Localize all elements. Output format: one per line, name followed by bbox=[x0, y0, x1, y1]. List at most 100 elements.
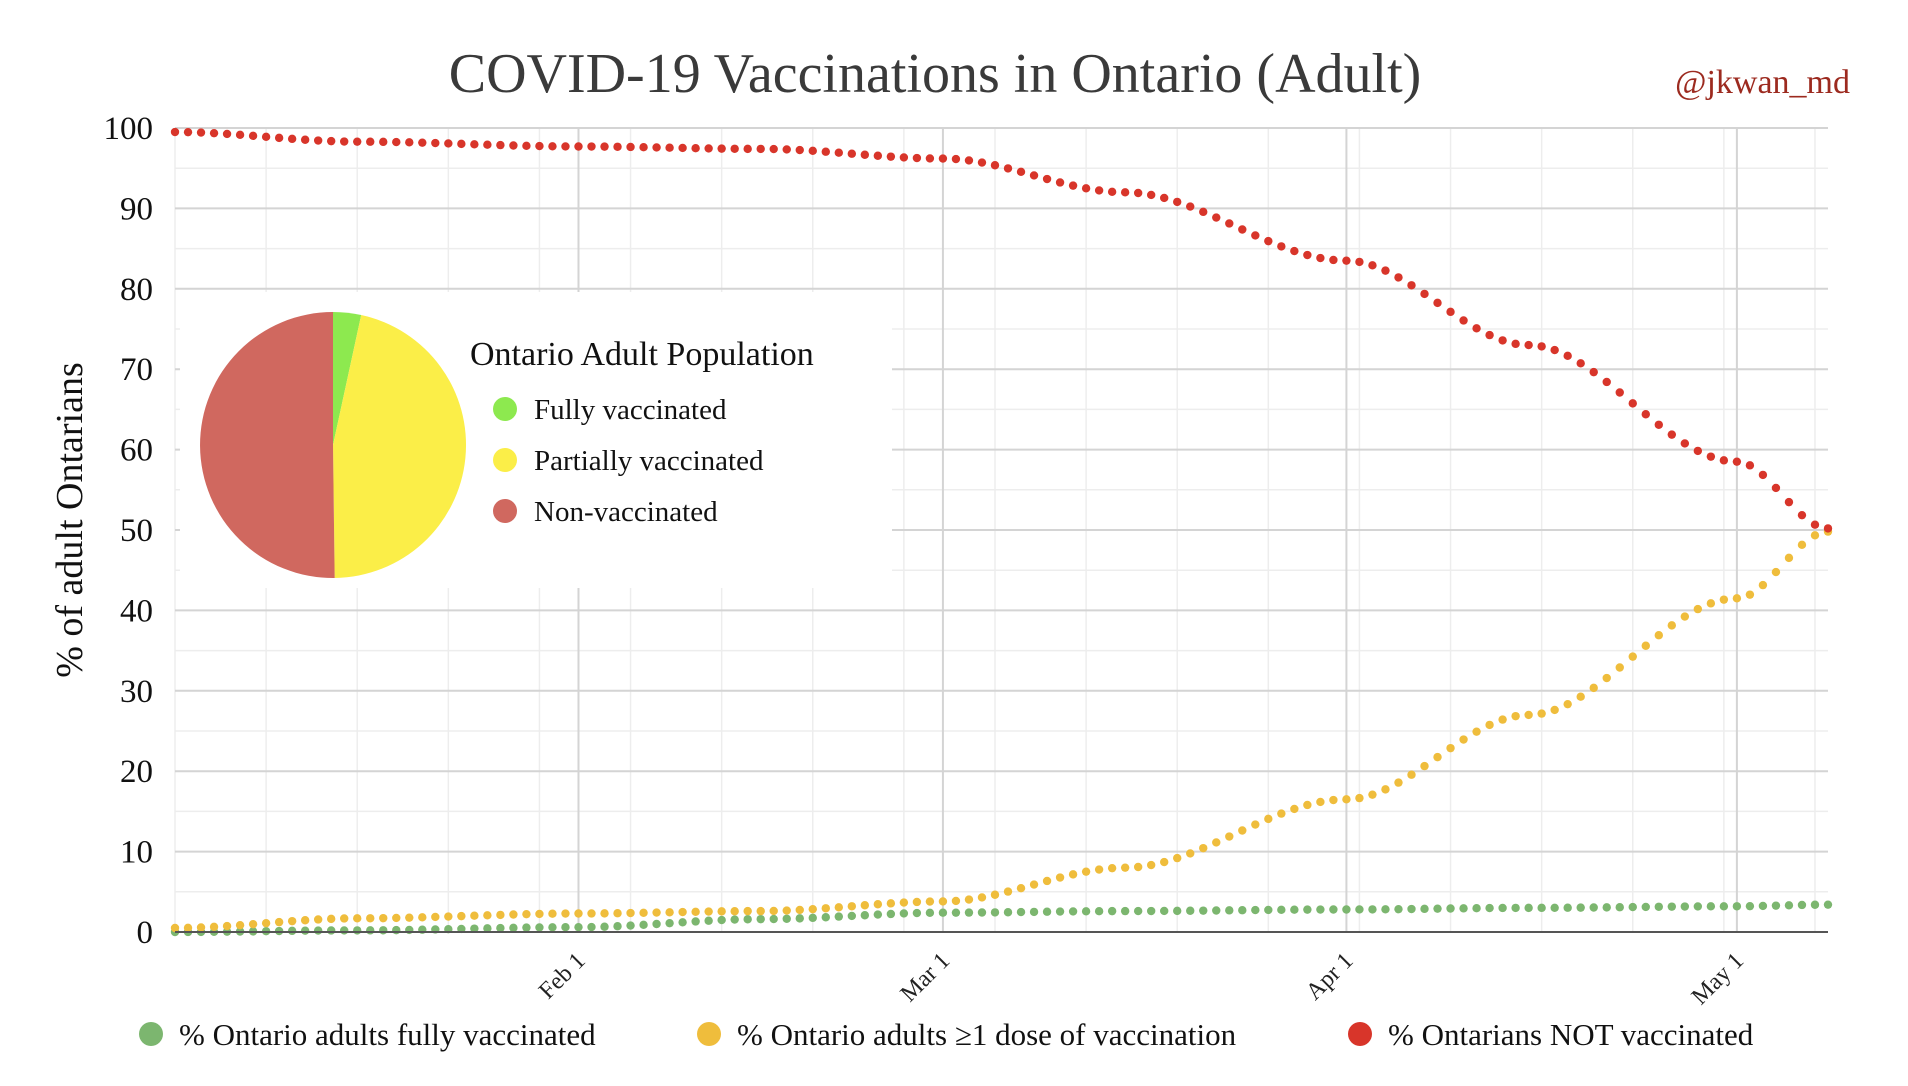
series-point bbox=[626, 142, 635, 152]
series-point bbox=[639, 143, 648, 152]
series-point bbox=[1758, 901, 1768, 911]
series-0 bbox=[170, 900, 1833, 937]
series-point bbox=[235, 130, 245, 140]
series-point bbox=[912, 897, 922, 907]
chart-title: COVID-19 Vaccinations in Ontario (Adult) bbox=[449, 43, 1422, 105]
series-point bbox=[196, 923, 206, 932]
series-point bbox=[704, 144, 713, 153]
series-point bbox=[990, 161, 1000, 170]
series-point bbox=[691, 144, 700, 153]
series-point bbox=[1797, 540, 1807, 550]
series-point bbox=[1186, 202, 1195, 211]
series-point bbox=[1771, 567, 1781, 577]
series-point bbox=[1550, 705, 1559, 715]
series-point bbox=[379, 913, 388, 923]
series-point bbox=[860, 150, 870, 159]
series-point bbox=[248, 131, 258, 141]
series-point bbox=[1277, 905, 1286, 915]
series-point bbox=[535, 141, 544, 151]
series-point bbox=[691, 907, 700, 916]
legend-swatch bbox=[1348, 1022, 1372, 1046]
series-point bbox=[1615, 663, 1624, 672]
series-point bbox=[1732, 594, 1742, 603]
series-point bbox=[1550, 345, 1559, 355]
series-point bbox=[1381, 785, 1390, 794]
series-point bbox=[366, 914, 375, 923]
series-point bbox=[1641, 902, 1650, 912]
series-point bbox=[717, 907, 726, 916]
series-point bbox=[1186, 849, 1195, 858]
series-point bbox=[1081, 867, 1091, 876]
series-point bbox=[613, 922, 622, 931]
series-point bbox=[1576, 903, 1585, 912]
series-point bbox=[392, 925, 401, 935]
series-point bbox=[1433, 298, 1442, 308]
series-point bbox=[300, 135, 310, 144]
y-tick-label: 10 bbox=[120, 835, 153, 871]
series-point bbox=[1433, 752, 1442, 762]
series-point bbox=[1758, 470, 1768, 480]
series-point bbox=[808, 146, 817, 156]
series-point bbox=[1602, 673, 1611, 683]
series-point bbox=[1133, 862, 1143, 872]
series-point bbox=[639, 920, 648, 930]
series-point bbox=[743, 144, 752, 154]
series-point bbox=[795, 905, 804, 915]
series-point bbox=[1667, 430, 1677, 439]
series-point bbox=[1654, 420, 1664, 429]
series-point bbox=[1511, 339, 1520, 349]
series-point bbox=[1667, 902, 1677, 911]
series-point bbox=[652, 908, 661, 917]
series-point bbox=[873, 151, 883, 160]
series-point bbox=[1368, 261, 1377, 270]
series-point bbox=[769, 144, 778, 154]
series-point bbox=[678, 143, 687, 153]
series-point bbox=[1107, 863, 1117, 873]
series-point bbox=[1693, 446, 1703, 456]
series-point bbox=[1563, 903, 1572, 912]
series-point bbox=[1212, 906, 1221, 915]
series-point bbox=[730, 144, 739, 153]
series-point bbox=[1706, 599, 1716, 608]
series-point bbox=[1316, 253, 1325, 263]
series-point bbox=[561, 142, 570, 151]
series-point bbox=[248, 919, 258, 929]
series-point bbox=[1771, 901, 1781, 910]
series-point bbox=[1693, 604, 1703, 614]
series-point bbox=[1016, 167, 1026, 177]
pie-slice bbox=[333, 312, 362, 445]
pie-legend-swatch bbox=[493, 397, 517, 421]
series-point bbox=[1732, 902, 1742, 911]
series-point bbox=[1654, 631, 1664, 640]
series-point bbox=[977, 908, 987, 917]
series-point bbox=[1381, 266, 1390, 275]
series-point bbox=[574, 922, 583, 932]
y-tick-label: 30 bbox=[120, 674, 153, 710]
series-point bbox=[1199, 207, 1208, 217]
series-point bbox=[574, 909, 583, 918]
series-point bbox=[1420, 761, 1429, 771]
series-point bbox=[1589, 903, 1598, 912]
series-point bbox=[366, 926, 375, 935]
series-point bbox=[613, 909, 622, 918]
series-point bbox=[353, 914, 362, 923]
series-point bbox=[287, 916, 297, 926]
series-point bbox=[1303, 250, 1312, 260]
series-point bbox=[1524, 903, 1533, 913]
series-point bbox=[1407, 904, 1416, 914]
series-point bbox=[925, 154, 935, 163]
series-point bbox=[1745, 901, 1755, 911]
series-point bbox=[1133, 188, 1143, 198]
series-point bbox=[1199, 906, 1208, 915]
series-point bbox=[300, 926, 310, 935]
series-point bbox=[170, 127, 180, 137]
pie-slice bbox=[333, 315, 467, 578]
series-point bbox=[1120, 863, 1130, 872]
series-point bbox=[1498, 715, 1507, 724]
series-point bbox=[470, 924, 479, 933]
series-point bbox=[1459, 735, 1468, 744]
y-tick-label: 70 bbox=[120, 352, 153, 388]
y-tick-label: 40 bbox=[120, 593, 153, 629]
series-point bbox=[1068, 870, 1078, 879]
series-point bbox=[1563, 699, 1572, 709]
